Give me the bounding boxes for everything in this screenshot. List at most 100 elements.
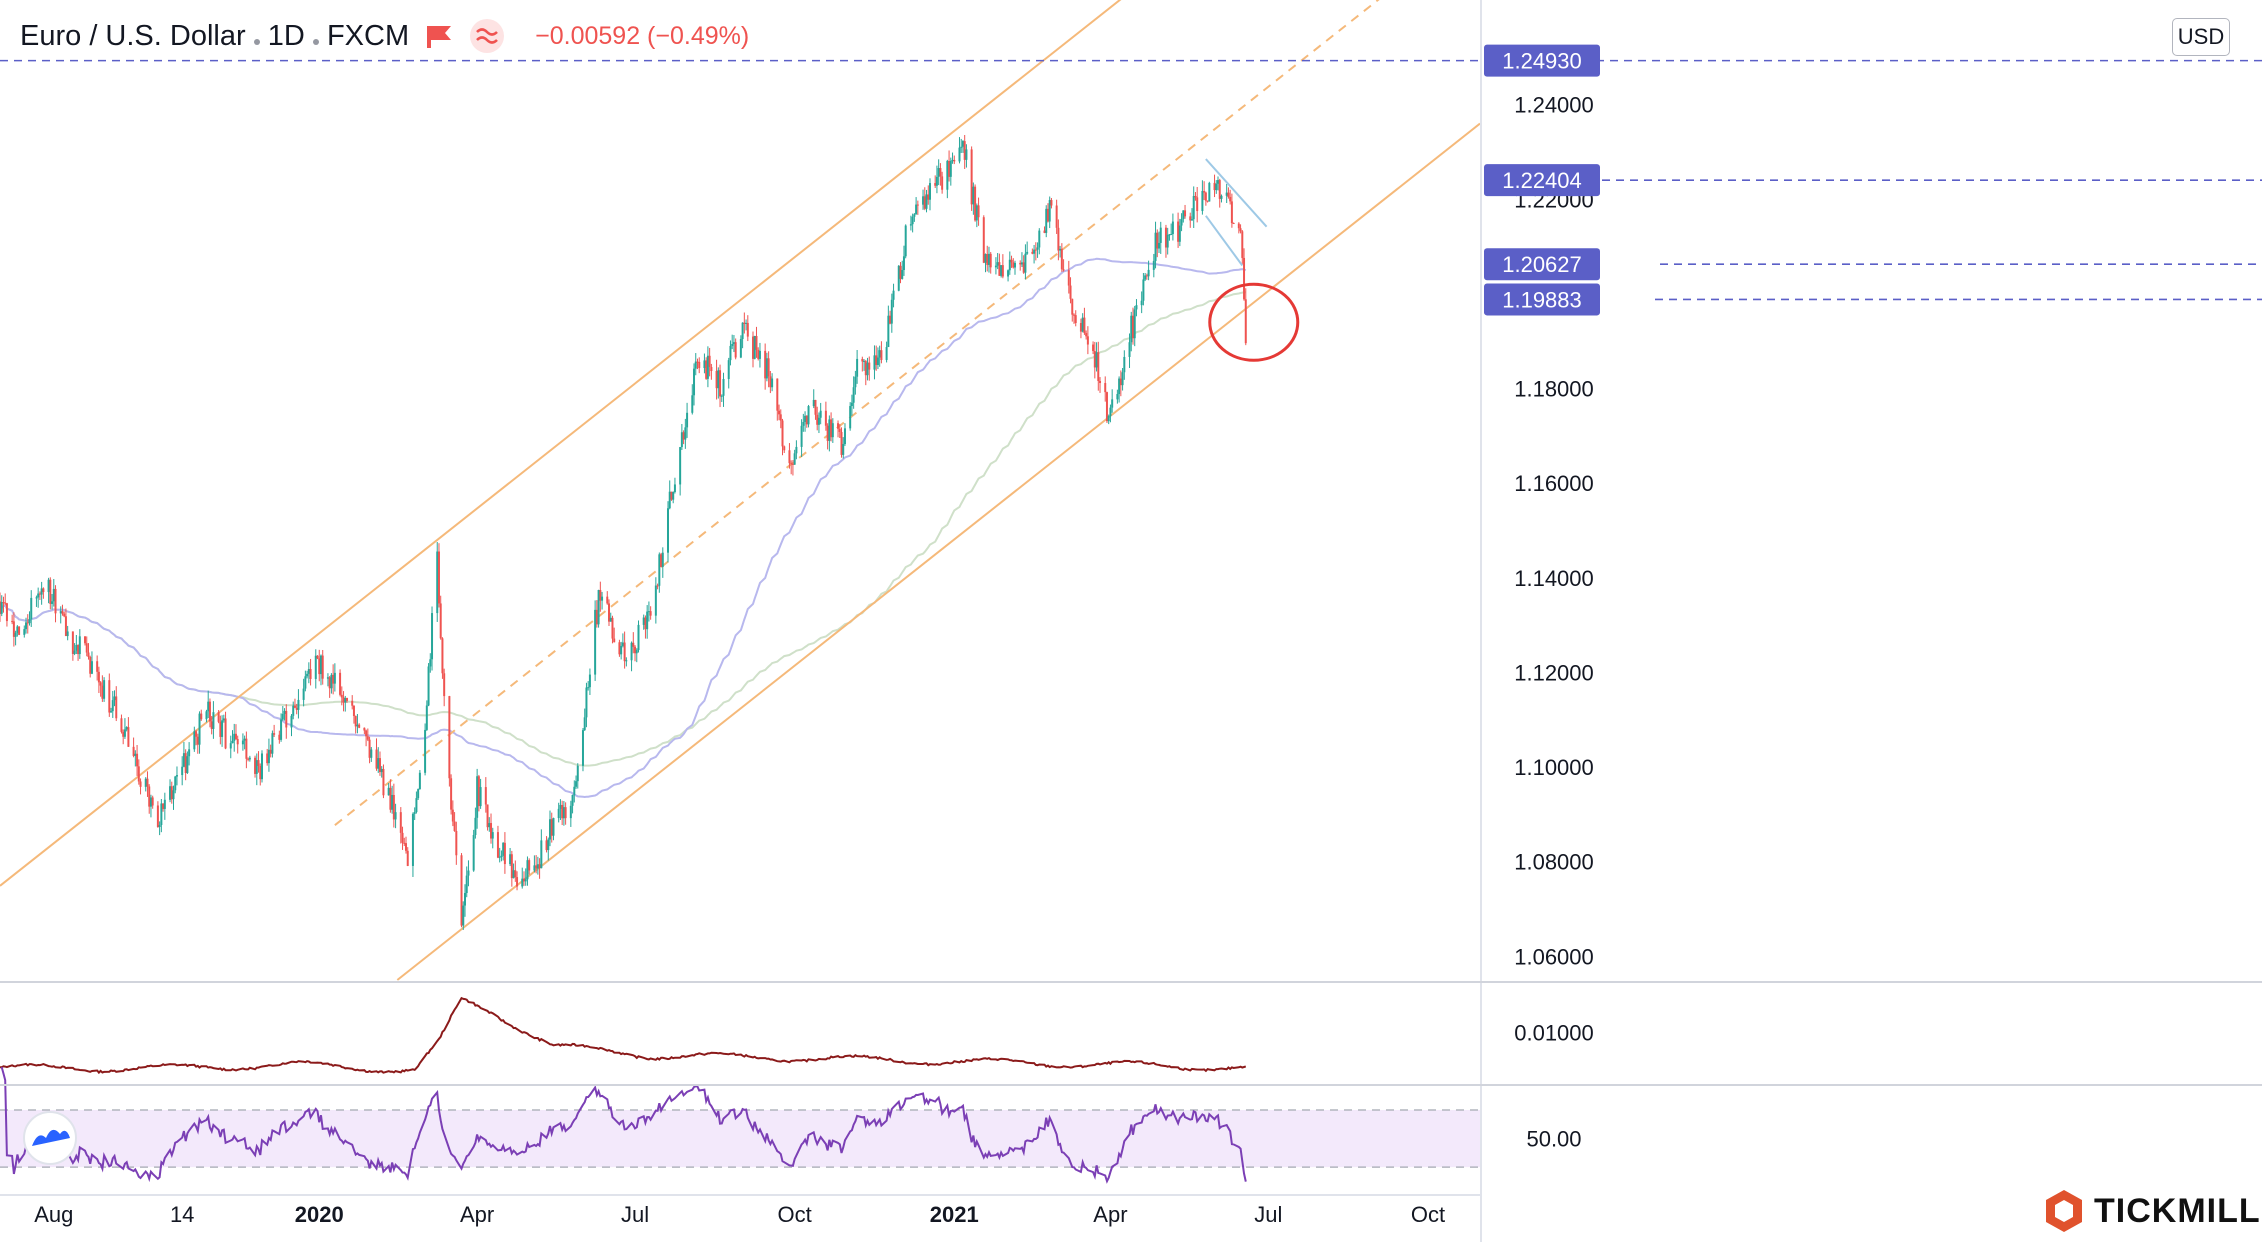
candle-body [11, 621, 14, 623]
rsi-axis-label: 50.00 [1526, 1127, 1581, 1152]
candle-body [717, 370, 720, 389]
candle [771, 373, 774, 392]
candle-body [816, 414, 819, 425]
candle [207, 690, 210, 719]
candle [1166, 227, 1169, 255]
candle-body [266, 753, 269, 764]
candle [1034, 242, 1037, 261]
channel-upper-line[interactable] [0, 0, 1480, 887]
candle-body [351, 700, 354, 706]
candle [1060, 243, 1063, 272]
pattern-icon[interactable] [469, 18, 505, 54]
rsi-pane[interactable] [0, 1066, 1480, 1184]
highlight-circle[interactable] [1208, 282, 1300, 362]
flag-upper-trendline[interactable] [1205, 158, 1268, 228]
candle [989, 252, 992, 274]
candle [61, 604, 64, 616]
candle [915, 197, 918, 215]
candle [552, 817, 555, 841]
flag-lower-trendline[interactable] [1205, 215, 1244, 267]
candle-body [986, 254, 989, 265]
candle [75, 634, 78, 655]
candle-body [248, 757, 251, 760]
candle [321, 649, 324, 685]
candle [679, 446, 682, 496]
candle-body [271, 733, 274, 754]
candle-body [169, 786, 172, 800]
candle [110, 707, 113, 713]
candle-body [4, 602, 7, 604]
candle-body [958, 147, 961, 162]
candle [975, 203, 978, 228]
candle [960, 138, 963, 153]
candle-body [764, 350, 767, 379]
candle [200, 709, 203, 721]
candle-body [535, 865, 538, 869]
candle-body [387, 787, 390, 796]
candle-body [951, 159, 954, 162]
candle [670, 491, 673, 501]
candle-body [0, 602, 3, 614]
candle-body [156, 805, 159, 827]
candle [987, 246, 990, 273]
candle-body [340, 694, 343, 698]
candle [696, 358, 699, 370]
candle [1206, 200, 1209, 203]
candle [97, 666, 100, 694]
candle [260, 750, 263, 783]
candle [767, 351, 770, 388]
candle-body [1062, 269, 1065, 271]
candle-body [623, 642, 626, 662]
channel-lower-line[interactable] [396, 122, 1481, 981]
candle [1019, 260, 1022, 271]
candle-body [375, 749, 378, 769]
currency-button[interactable]: USD [2172, 18, 2230, 56]
price-line-label-box [1484, 164, 1600, 197]
candle [96, 655, 99, 681]
candle-body [753, 335, 756, 359]
candle [285, 704, 288, 739]
candle [365, 729, 368, 747]
candle [1147, 260, 1150, 281]
candle [854, 370, 857, 395]
candle [873, 345, 876, 380]
symbol-title[interactable]: Euro / U.S. Dollar 1D FXCM [20, 20, 409, 53]
candle [391, 785, 394, 814]
candle-body [911, 216, 914, 225]
candle-body [1036, 247, 1039, 250]
channel-median-line[interactable] [334, 0, 1480, 826]
candle-body [243, 738, 246, 741]
candle-body [1119, 378, 1122, 386]
candle [970, 146, 973, 211]
candle [280, 713, 283, 742]
candle [706, 346, 709, 388]
candle [89, 655, 92, 678]
price-pane[interactable] [0, 0, 2262, 981]
candle [890, 293, 893, 333]
candle [415, 791, 418, 814]
tradingview-logo-icon[interactable] [23, 1111, 77, 1165]
candle-body [1168, 234, 1171, 236]
candle [405, 836, 408, 854]
candle [1218, 178, 1221, 208]
candle-body [569, 805, 572, 819]
candle-body [970, 149, 973, 205]
candle [196, 733, 199, 754]
candle [403, 837, 406, 847]
candle-body [637, 624, 640, 651]
flag-icon[interactable] [425, 23, 453, 49]
candle-body [200, 713, 203, 720]
candle-body [729, 345, 732, 361]
candle [746, 315, 749, 342]
candle [1022, 255, 1025, 274]
candle [243, 735, 246, 750]
atr-pane[interactable] [0, 996, 1247, 1075]
candle [328, 676, 331, 698]
candle [1229, 189, 1232, 205]
candle-body [90, 661, 93, 674]
candle-body [1001, 265, 1004, 277]
candle [998, 253, 1001, 276]
candle-body [314, 655, 317, 679]
candle [843, 423, 846, 446]
